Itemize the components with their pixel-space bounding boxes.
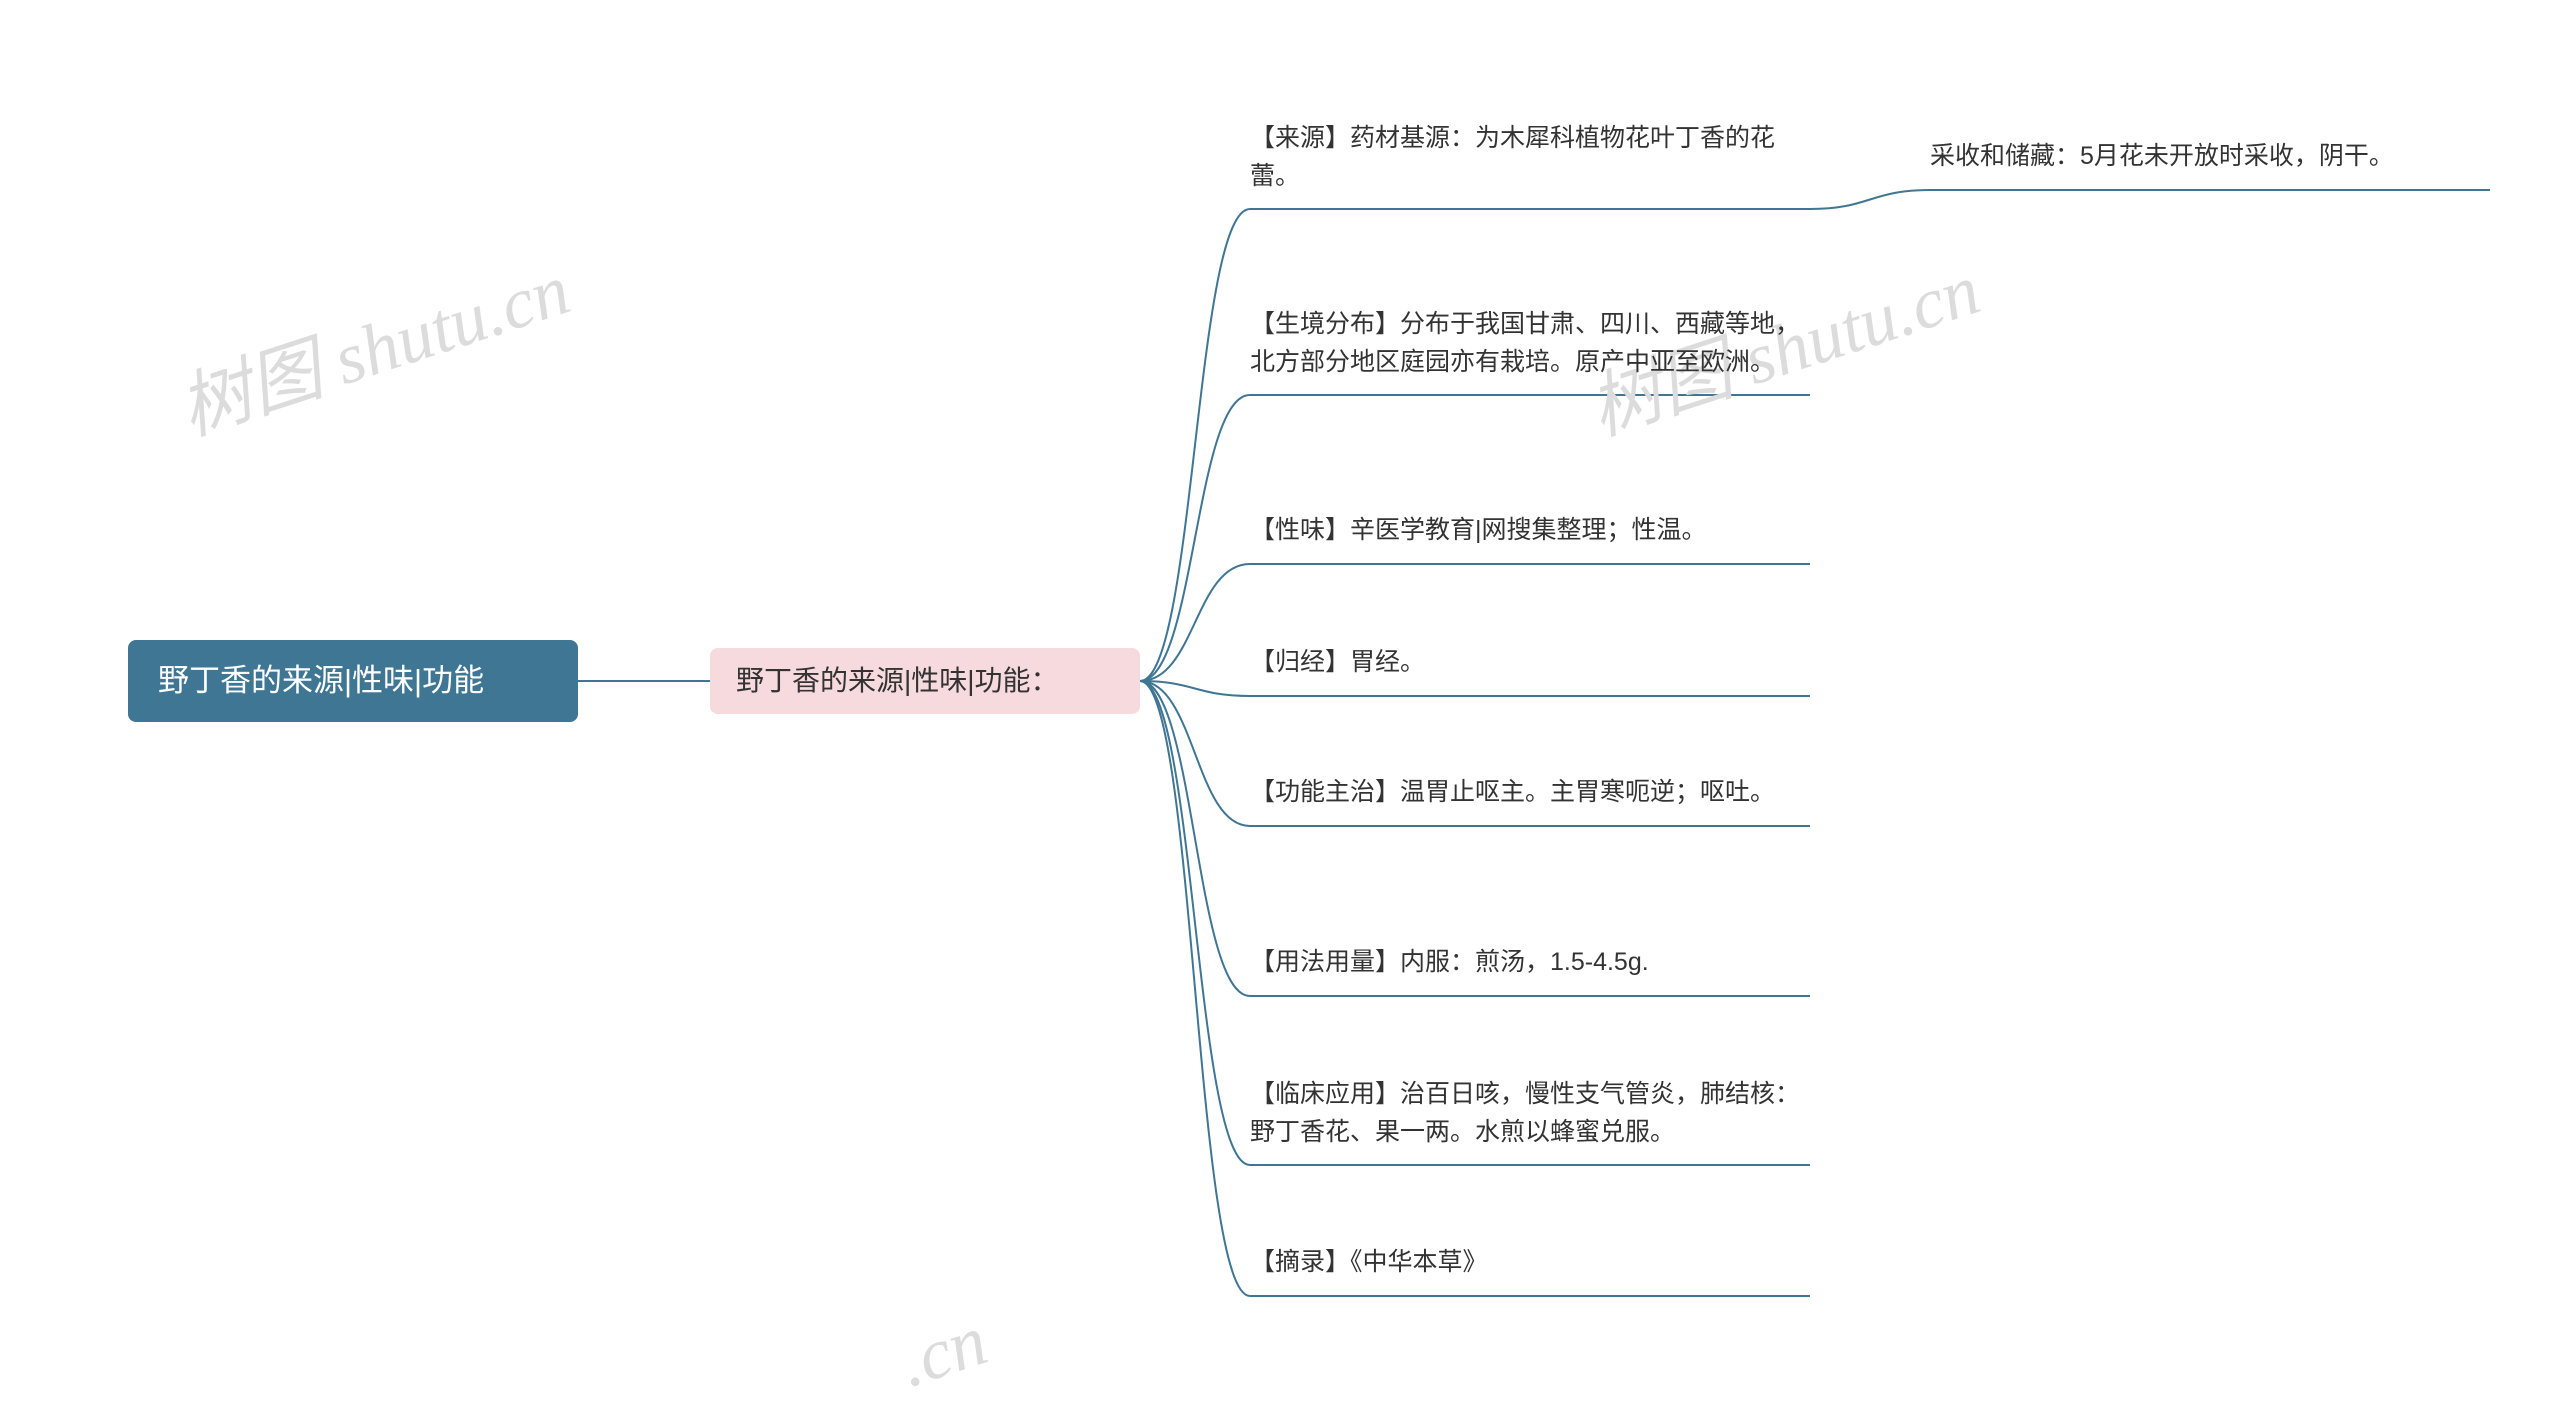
watermark-3: .cn [889,1299,996,1404]
mindmap-canvas: 树图 shutu.cn 树图 shutu.cn .cn 野丁香的来源|性味|功能… [0,0,2560,1364]
child-node-1[interactable]: 【生境分布】分布于我国甘肃、四川、西藏等地，北方部分地区庭园亦有栽培。原产中亚至… [1250,302,1810,395]
child-node-7[interactable]: 【摘录】《中华本草》 [1250,1240,1810,1296]
child-node-2[interactable]: 【性味】辛医学教育|网搜集整理；性温。 [1250,508,1810,564]
child-node-6[interactable]: 【临床应用】治百日咳，慢性支气管炎，肺结核：野丁香花、果一两。水煎以蜂蜜兑服。 [1250,1072,1810,1165]
child-node-4[interactable]: 【功能主治】温胃止呕主。主胃寒呃逆；呕吐。 [1250,770,1810,826]
grandchild-node-0-0[interactable]: 采收和储藏：5月花未开放时采收，阴干。 [1930,134,2490,190]
watermark-1: 树图 shutu.cn [164,230,581,455]
child-node-3[interactable]: 【归经】胃经。 [1250,640,1810,696]
child-node-0[interactable]: 【来源】药材基源：为木犀科植物花叶丁香的花蕾。 [1250,116,1810,209]
root-node[interactable]: 野丁香的来源|性味|功能 [128,640,578,722]
level1-node[interactable]: 野丁香的来源|性味|功能： [710,648,1140,714]
child-node-5[interactable]: 【用法用量】内服：煎汤，1.5-4.5g. [1250,940,1810,996]
